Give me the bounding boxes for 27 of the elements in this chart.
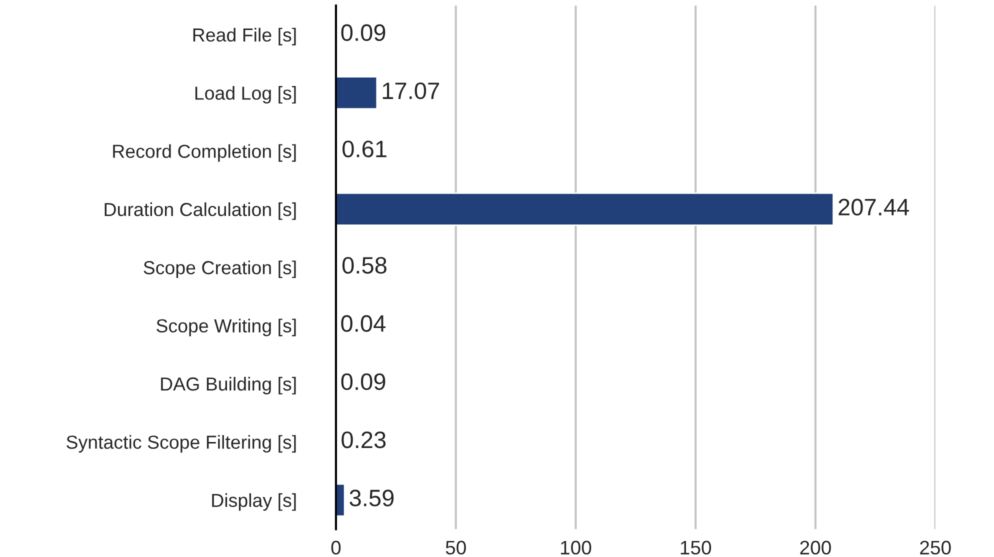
x-tick-label: 150 [680,540,712,555]
y-tick-label: Scope Writing [s] [156,318,296,336]
y-tick-label: Display [s] [212,493,296,511]
y-tick-label: Load Log [s] [195,86,296,104]
data-label: 0.09 [341,373,386,390]
data-label: 0.23 [342,432,386,448]
bar [336,483,346,517]
bar [336,76,378,110]
y-tick-label: DAG Building [s] [161,376,296,394]
y-tick-label: Record Completion [s] [113,144,296,162]
data-label: 0.61 [342,140,386,158]
y-tick-label: Syntactic Scope Filtering [s] [66,435,296,453]
data-label: 0.04 [341,315,386,332]
x-tick-label: 100 [560,540,592,555]
y-tick-label: Duration Calculation [s] [104,202,296,220]
data-label: 0.58 [342,256,386,274]
data-label: 3.59 [350,490,394,506]
x-tick-label: 50 [446,540,466,555]
x-tick-label: 250 [920,540,951,555]
data-label: 0.09 [341,24,386,41]
y-tick-label: Scope Creation [s] [144,260,296,278]
bar [336,192,834,226]
x-tick-label: 200 [800,540,831,555]
data-label: 207.44 [838,198,910,216]
x-tick-label: 0 [331,540,341,555]
y-tick-label: Read File [s] [193,28,296,46]
data-label: 17.07 [382,82,439,100]
